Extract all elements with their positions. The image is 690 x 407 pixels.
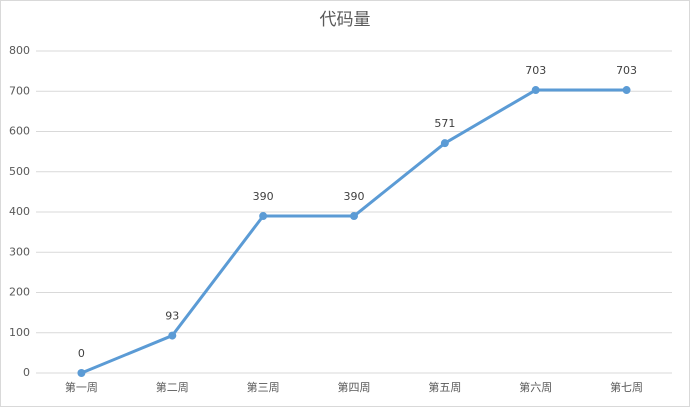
data-label: 390 xyxy=(344,190,365,203)
y-tick-label: 700 xyxy=(9,84,30,97)
data-label: 0 xyxy=(78,347,85,360)
x-tick-label: 第五周 xyxy=(428,380,461,394)
data-label: 93 xyxy=(165,310,179,323)
x-tick-label: 第二周 xyxy=(156,380,189,394)
data-label: 390 xyxy=(253,190,274,203)
x-tick-label: 第三周 xyxy=(247,380,280,394)
x-tick-label: 第一周 xyxy=(65,380,98,394)
y-tick-label: 400 xyxy=(9,205,30,218)
y-tick-label: 800 xyxy=(9,44,30,57)
x-tick-label: 第四周 xyxy=(338,380,371,394)
x-tick-label: 第七周 xyxy=(610,380,643,394)
x-tick-label: 第六周 xyxy=(519,380,552,394)
data-point xyxy=(440,139,449,148)
data-point xyxy=(350,212,358,221)
y-tick-label: 0 xyxy=(23,366,30,379)
chart-title: 代码量 xyxy=(320,10,371,30)
y-tick-label: 600 xyxy=(9,125,30,138)
data-point xyxy=(622,86,631,95)
data-point xyxy=(259,212,268,221)
data-point xyxy=(531,86,540,95)
data-label: 703 xyxy=(616,64,637,77)
data-label: 571 xyxy=(434,117,455,130)
data-label: 703 xyxy=(525,64,546,77)
data-point xyxy=(168,331,177,340)
y-tick-label: 300 xyxy=(9,245,30,258)
y-tick-label: 200 xyxy=(9,286,30,299)
y-tick-label: 500 xyxy=(9,165,30,178)
data-point xyxy=(77,369,86,377)
y-tick-label: 100 xyxy=(9,326,30,339)
